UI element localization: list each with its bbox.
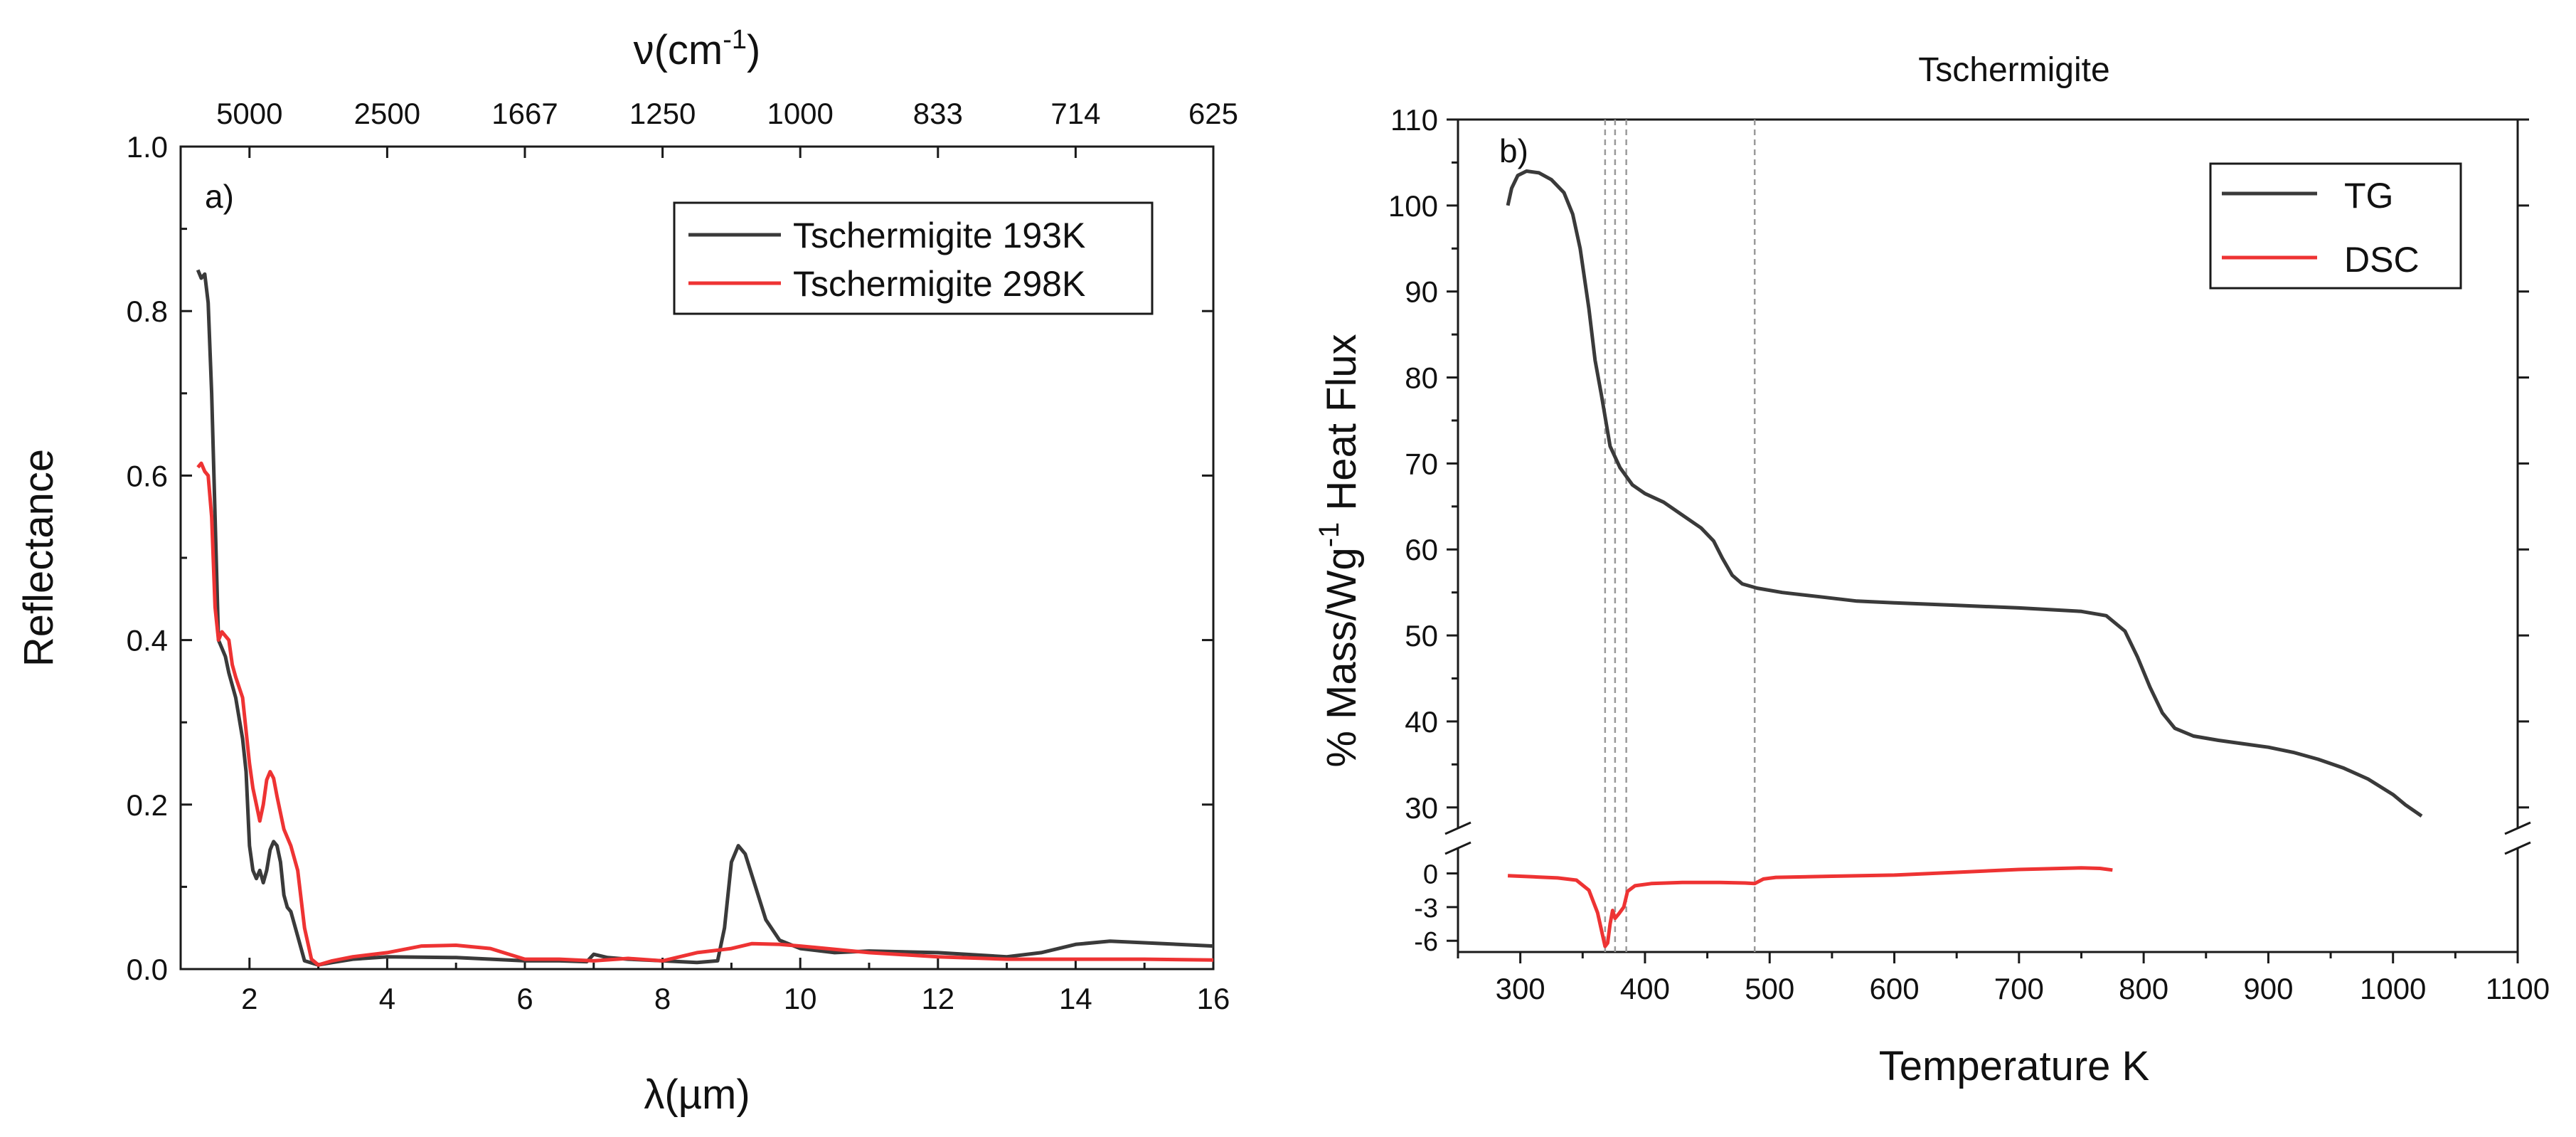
panel-a-top-tick-label: 1250	[629, 97, 696, 130]
panel-b-series	[1506, 169, 2423, 948]
panel-b-upper-y-tick-label: 40	[1405, 705, 1438, 739]
panel-b-series-line-tg	[1506, 169, 2423, 818]
panel-a-x-tick-label: 14	[1059, 982, 1092, 1015]
panel-a-x-tick-label: 16	[1197, 982, 1230, 1015]
panel-a-x-tick-label: 8	[654, 982, 671, 1015]
panel-b-x-tick-label: 1100	[2486, 972, 2550, 1005]
panel-b-upper-y-tick-label: 90	[1405, 275, 1438, 309]
panel-a-top-tick-label: 625	[1188, 97, 1238, 130]
panel-a-y-tick-label: 0.0	[127, 953, 168, 986]
panel-b-lower-y-tick-label: 0	[1423, 860, 1438, 890]
panel-b-x-tick-label: 500	[1745, 972, 1794, 1005]
panel-b-upper-y-tick-label: 30	[1405, 791, 1438, 825]
panel-a-y-tick-label: 0.8	[127, 295, 168, 328]
panel-a-x-tick-label: 2	[241, 982, 257, 1015]
panel-a-series-line-298k	[196, 461, 1214, 967]
panel-a-top-tick-label: 1000	[767, 97, 833, 130]
panel-b-x-tick-label: 300	[1496, 972, 1545, 1005]
panel-b-upper-y-tick-label: 80	[1405, 361, 1438, 395]
panel-b-legend-label-tg: TG	[2344, 176, 2393, 216]
panel-b-upper-y-tick-label: 50	[1405, 619, 1438, 652]
panel-b-legend-label-dsc: DSC	[2344, 240, 2420, 280]
panel-b-vertical-markers	[1604, 120, 1756, 952]
panel-a-x-tick-label: 10	[784, 982, 817, 1015]
panel-a-xlabel: λ(µm)	[644, 1072, 750, 1118]
panel-a-top-tick-label: 1667	[491, 97, 558, 130]
panel-a-series-line-193k	[196, 269, 1214, 967]
panel-a-top-axis-title: ν(cm-1)	[634, 25, 761, 73]
panel-b-label: b)	[1499, 132, 1528, 169]
panel-a-ylabel: Reflectance	[16, 449, 62, 667]
panel-b-x-tick-label: 1000	[2360, 972, 2426, 1005]
panel-b-x-tick-label: 600	[1869, 972, 1919, 1005]
panel-b-lower-y-tick-label: -3	[1414, 894, 1438, 924]
panel-b: Tschermigite 300 400 500 600 700 800 900 1000 11…	[1314, 51, 2550, 1089]
panel-b-upper-y-tick-label: 110	[1390, 103, 1438, 137]
panel-b-axis-break-mark	[1444, 841, 1471, 855]
panel-b-legend-box	[2209, 162, 2462, 290]
panel-a-label: a)	[205, 178, 234, 215]
panel-b-ylabel-end: Heat Flux	[1319, 334, 1365, 522]
panel-b-upper-y-tick-label: 70	[1405, 447, 1438, 480]
panel-b-upper-y-tick-label: 60	[1405, 533, 1438, 566]
panel-a-legend: Tschermigite 193K Tschermigite 298K	[673, 201, 1154, 315]
panel-b-x-tick-label: 900	[2243, 972, 2293, 1005]
panel-b-xlabel: Temperature K	[1879, 1043, 2150, 1089]
panel-a-series	[196, 269, 1214, 967]
panel-a-y-tick-label: 0.4	[127, 624, 168, 657]
panel-a-top-axis-title-sup: -1	[723, 25, 747, 55]
panel-a-legend-label-298k: Tschermigite 298K	[793, 264, 1085, 304]
panel-b-axis-break-mark	[2504, 821, 2531, 835]
panel-b-axis-break-mark	[1444, 821, 1471, 835]
panel-a-y-tick-label: 0.2	[127, 788, 168, 822]
panel-a-x-tick-label: 6	[516, 982, 533, 1015]
panel-a-ticks: 2 4 6 8 10 12 14 16 5000 2500 1667 1250 1000 833 714 62…	[127, 97, 1238, 1015]
panel-b-legend: TG DSC	[2209, 162, 2462, 290]
panel-b-title: Tschermigite	[1918, 51, 2109, 89]
panel-b-ylabel-sup: -1	[1314, 522, 1345, 548]
panel-b-series-line-dsc	[1507, 866, 2113, 948]
panel-b-ylabel: % Mass/Wg-1 Heat Flux	[1314, 334, 1365, 767]
panel-a-y-tick-label: 1.0	[127, 130, 168, 164]
panel-a-legend-box	[673, 201, 1154, 315]
panel-a-x-tick-label: 12	[921, 982, 954, 1015]
panel-a-top-tick-label: 714	[1050, 97, 1100, 130]
panel-a-legend-label-193k: Tschermigite 193K	[793, 216, 1085, 255]
panel-a-top-axis-title-main: ν(cm	[634, 27, 723, 73]
panel-b-upper-y-tick-label: 100	[1388, 189, 1438, 223]
panel-a-top-axis-title-end: )	[747, 27, 760, 73]
panel-b-ticks: 300 400 500 600 700 800 900 1000 110030405060708…	[1388, 103, 2550, 1005]
panel-a-top-tick-label: 2500	[354, 97, 420, 130]
panel-a-top-tick-label: 5000	[216, 97, 282, 130]
panel-a: 2 4 6 8 10 12 14 16 5000 2500 1667 1250 1000 833 714 62…	[16, 25, 1238, 1118]
panel-b-plot-frame	[1444, 118, 2531, 953]
panel-b-x-tick-label: 400	[1620, 972, 1670, 1005]
panel-a-top-tick-label: 833	[913, 97, 963, 130]
panel-b-x-tick-label: 700	[1994, 972, 2044, 1005]
panel-b-axis-break-mark	[2504, 841, 2531, 855]
panel-a-x-tick-label: 4	[379, 982, 395, 1015]
panel-b-lower-y-tick-label: -6	[1414, 927, 1438, 957]
panel-b-ylabel-main: % Mass/Wg	[1319, 547, 1365, 767]
panel-b-x-tick-label: 800	[2119, 972, 2168, 1005]
panel-a-y-tick-label: 0.6	[127, 459, 168, 492]
